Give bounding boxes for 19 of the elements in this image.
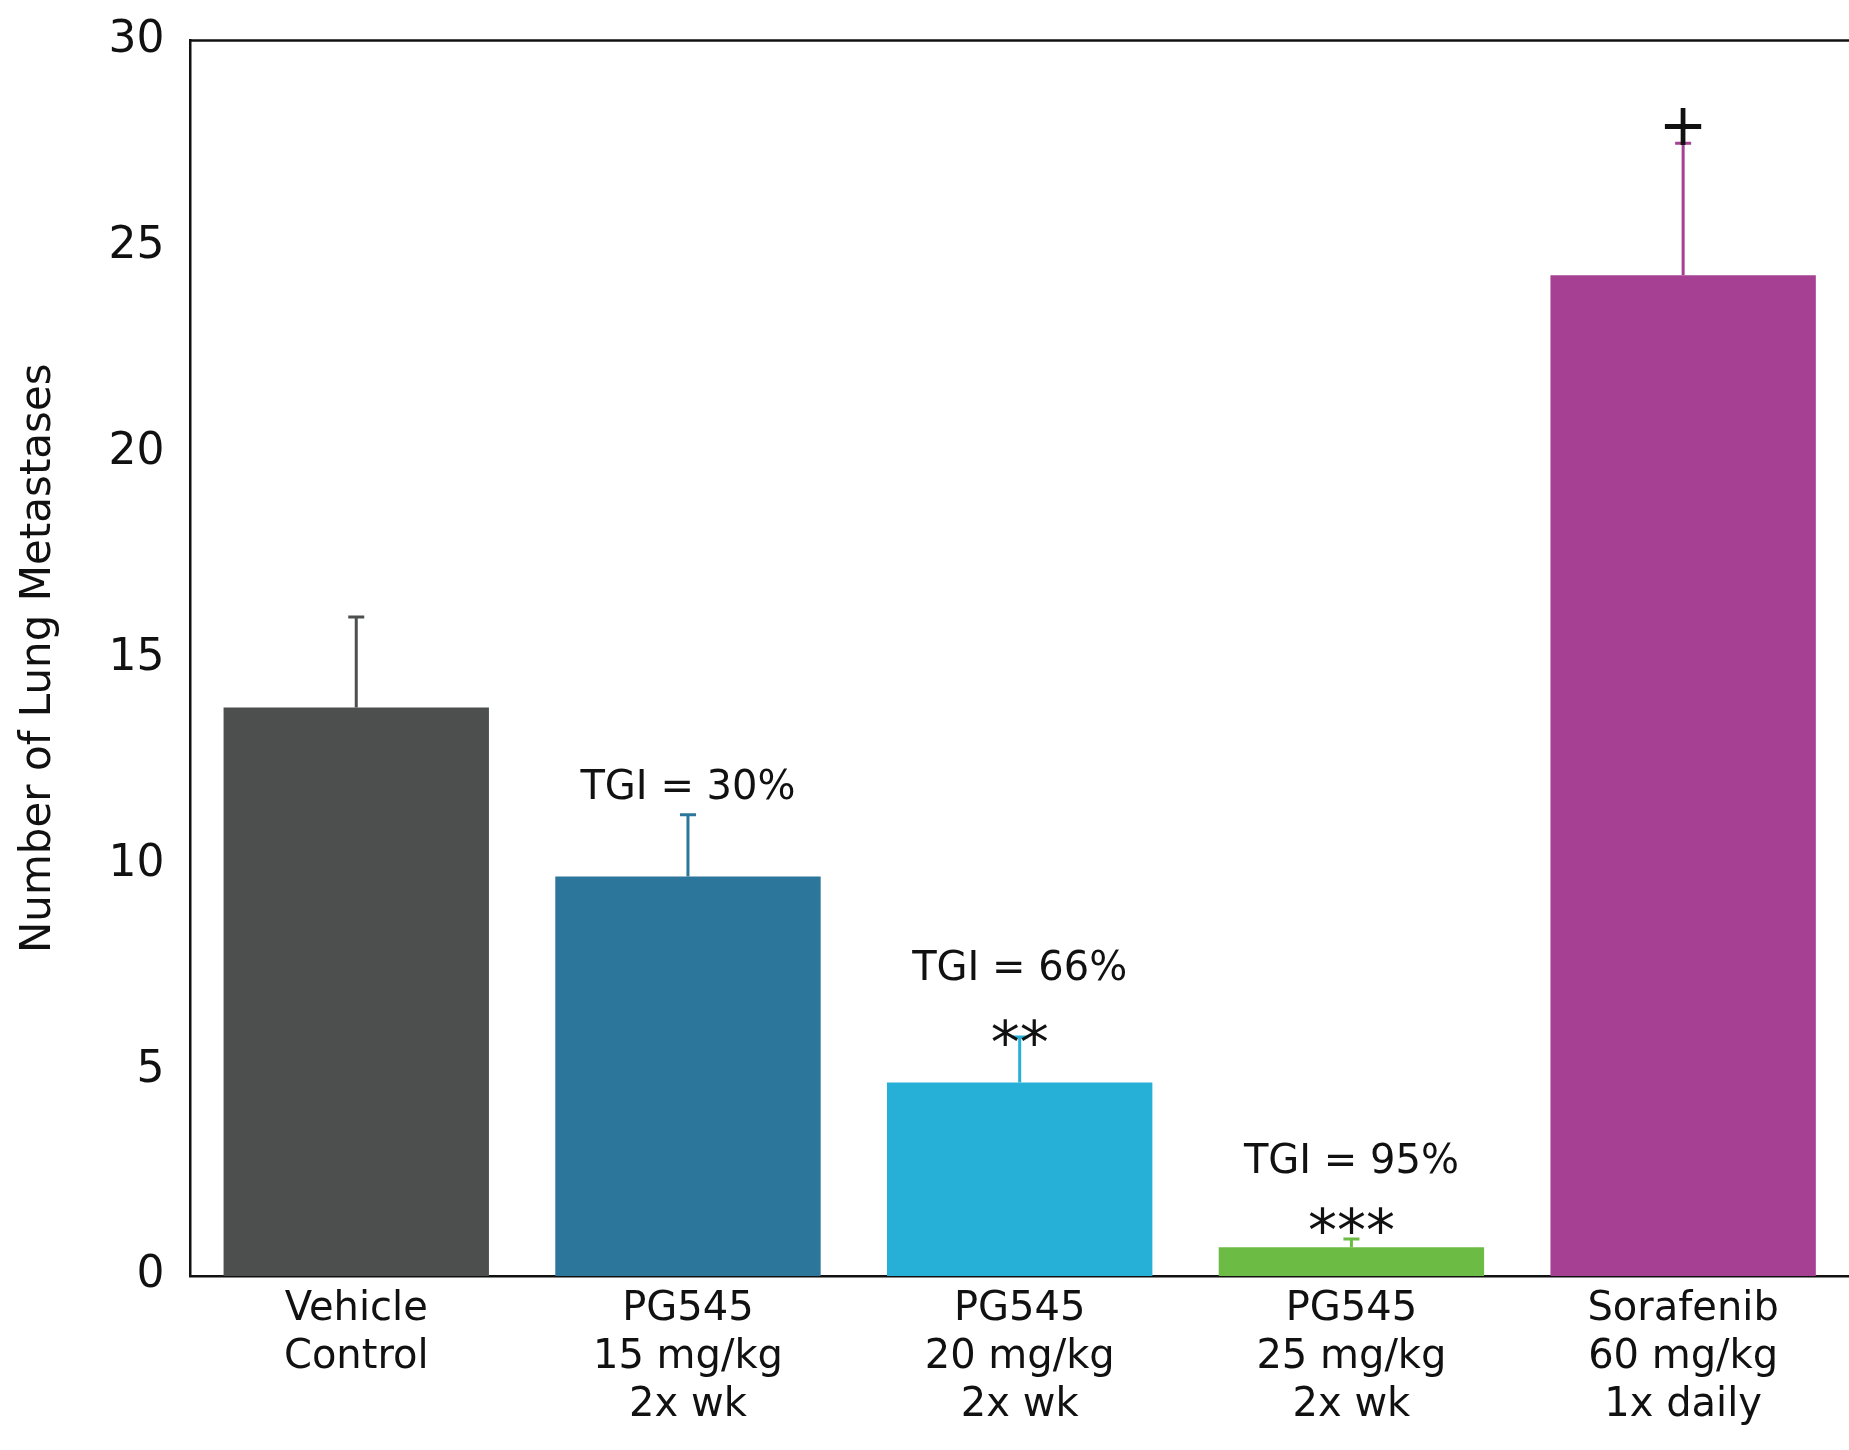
annotation: TGI = 66% [911,942,1128,989]
x-tick-label: Vehicle Control [283,1283,429,1378]
y-axis-title: Number of Lung Metastases [11,363,61,954]
annotation: TGI = 95% [1242,1136,1459,1183]
y-tick-label: 25 [108,216,165,268]
y-tick-label: 5 [136,1040,165,1092]
annotation: TGI = 30% [579,762,796,809]
x-tick-label: PG545 15 mg/kg 2x wk [592,1283,783,1426]
y-tick-label: 10 [108,834,165,886]
x-tick-label: Sorafenib 60 mg/kg 1x daily [1587,1283,1779,1426]
y-tick-label: 0 [136,1246,165,1298]
annotation: *** [1307,1196,1395,1265]
x-tick-label: PG545 25 mg/kg 2x wk [1256,1283,1447,1426]
y-tick-label: 15 [108,628,165,680]
annotation: + [1658,91,1708,160]
y-tick-label: 20 [108,422,165,474]
annotation: ** [990,1009,1049,1078]
x-tick-label: PG545 20 mg/kg 2x wk [924,1283,1115,1426]
y-tick-label: 30 [108,10,165,62]
